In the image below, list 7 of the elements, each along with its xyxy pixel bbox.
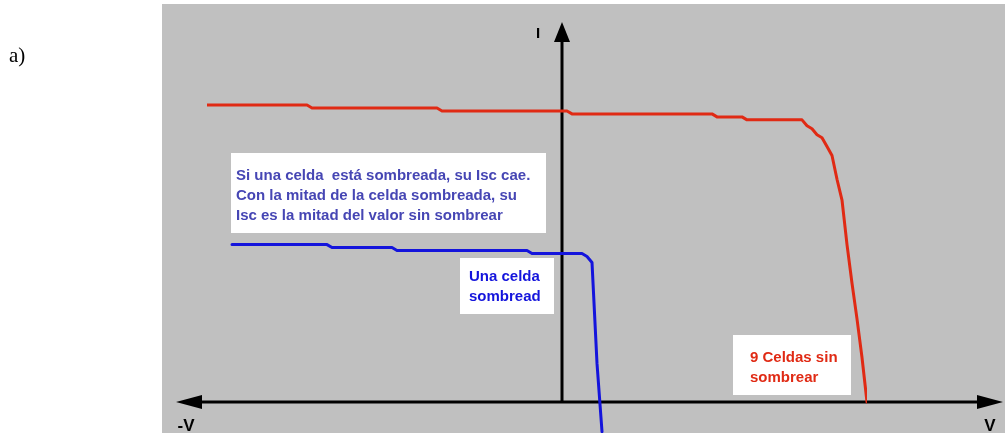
text: a) bbox=[9, 43, 26, 67]
text: -V bbox=[177, 416, 196, 433]
series-label: Una celda sombread bbox=[469, 267, 541, 304]
series-label: 9 Celdas sin sombrear bbox=[750, 348, 838, 385]
y-axis-title: I bbox=[535, 24, 541, 41]
text: V bbox=[984, 416, 997, 433]
annotation: Si una celda está sombreada, su Isc cae. Con la mitad de la celda sombreada, su Isc es la mitad del valor sin sombrear bbox=[236, 166, 531, 223]
